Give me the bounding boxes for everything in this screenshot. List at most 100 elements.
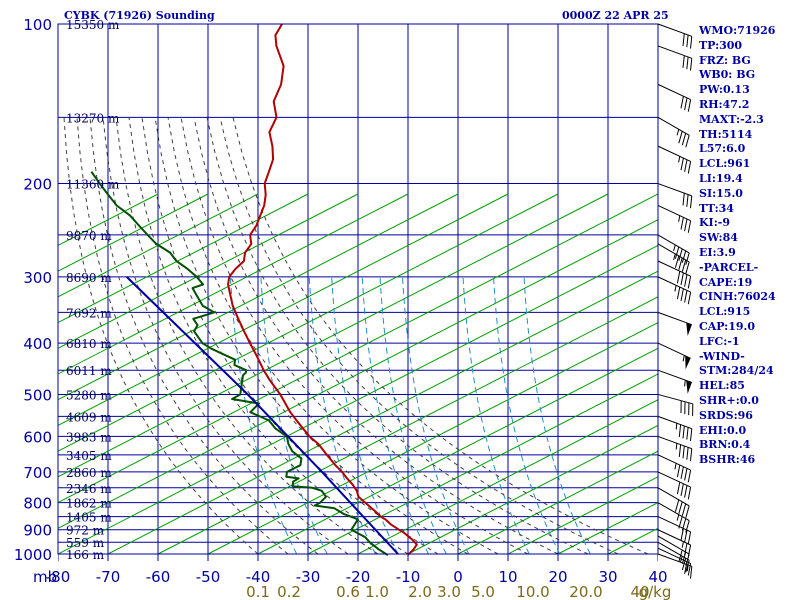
height-label: 3405 m bbox=[66, 449, 112, 463]
wind-barb-flag bbox=[684, 543, 688, 556]
wind-barb-flag bbox=[678, 424, 682, 437]
pressure-tick-label: 800 bbox=[23, 495, 52, 513]
wind-barb-flag bbox=[684, 290, 688, 303]
height-label: 7692 m bbox=[66, 306, 112, 320]
mixing-ratio-line bbox=[462, 276, 530, 555]
plot-border bbox=[57, 23, 659, 555]
wind-barb-staff bbox=[657, 83, 691, 101]
wind-barb-flag bbox=[687, 487, 692, 500]
height-label: 1862 m bbox=[66, 497, 112, 511]
pressure-tick-label: 500 bbox=[23, 387, 52, 405]
dry-adiabat-line bbox=[157, 296, 658, 555]
wind-barb-half-flag bbox=[676, 514, 680, 521]
wind-barb bbox=[657, 205, 692, 233]
wind-barb bbox=[657, 529, 692, 558]
wind-barb-flag bbox=[687, 220, 692, 233]
moist-adiabat-line bbox=[89, 117, 319, 555]
wind-barb-staff bbox=[657, 205, 691, 222]
index-line: LFC:-1 bbox=[699, 334, 740, 348]
dry-adiabat-line bbox=[58, 193, 309, 324]
wind-barb-flag bbox=[680, 272, 684, 286]
wind-barb bbox=[657, 83, 692, 112]
wind-barb-flag bbox=[685, 261, 690, 274]
dry-adiabat-line bbox=[58, 193, 559, 452]
moist-adiabat-line bbox=[115, 117, 379, 555]
dry-adiabat-line bbox=[407, 424, 658, 555]
wind-barb-flag bbox=[685, 505, 690, 518]
wind-barb-half-flag bbox=[674, 285, 677, 292]
index-line: PW:0.13 bbox=[699, 83, 750, 97]
height-label: 972 m bbox=[66, 524, 105, 538]
mixing-ratio-line bbox=[260, 276, 328, 555]
wind-barb bbox=[657, 471, 692, 500]
wind-barb-flag bbox=[676, 481, 681, 495]
wind-barb-flag bbox=[678, 516, 683, 529]
temperature-tick-label: 0 bbox=[453, 568, 463, 586]
index-line: TH:5114 bbox=[699, 127, 753, 141]
wind-barb-flag bbox=[682, 55, 685, 68]
wind-barb-flag bbox=[678, 444, 682, 457]
temperature-tick-label: -10 bbox=[396, 568, 421, 586]
wind-barb-staff bbox=[657, 145, 691, 162]
wind-barb-staff bbox=[657, 487, 690, 507]
height-label: 559 m bbox=[66, 536, 105, 550]
dry-adiabat-line bbox=[107, 270, 658, 555]
wind-barb-flag bbox=[687, 563, 692, 576]
wind-barb-staff bbox=[657, 435, 692, 450]
dry-adiabat-line bbox=[58, 193, 459, 401]
temperature-tick-label: -80 bbox=[46, 568, 71, 586]
wind-barb-pennant bbox=[686, 380, 692, 394]
temperature-tick-label: 40 bbox=[648, 568, 667, 586]
pressure-tick-label: 400 bbox=[23, 335, 52, 353]
wind-barb bbox=[657, 23, 693, 49]
temperature-labels: mb-80 -70 -60 -50 -40 -30 -20 -10 0 10 20 30 40 bbox=[33, 568, 668, 586]
dry-adiabat-line bbox=[58, 193, 359, 349]
stability-indices-list: WMO:71926 TP:300 FRZ: BG WB0: BG PW:0.13 RH:4… bbox=[699, 24, 799, 468]
temperature-tick-label: -60 bbox=[146, 568, 171, 586]
height-label: 4609 m bbox=[66, 410, 112, 424]
index-line: -WIND- bbox=[699, 349, 745, 363]
mixing-ratio-line bbox=[523, 276, 591, 555]
wind-barb-flag bbox=[686, 34, 689, 48]
dry-adiabat-line bbox=[257, 347, 658, 555]
wind-barb-flag bbox=[687, 276, 692, 289]
height-label: 2346 m bbox=[66, 482, 112, 496]
wind-barb bbox=[657, 243, 690, 274]
wind-barb-staff bbox=[657, 116, 690, 136]
height-label: 5280 m bbox=[66, 389, 112, 403]
mixing-ratio-line bbox=[229, 276, 298, 555]
mixing-ratio-tick-label: 0.6 bbox=[336, 583, 360, 600]
wind-barb bbox=[657, 260, 692, 289]
height-label: 6810 m bbox=[66, 337, 112, 351]
wind-barb-staff bbox=[657, 260, 691, 277]
grid-lines bbox=[58, 24, 658, 561]
wind-barb-flag bbox=[674, 499, 680, 512]
index-line: LI:19.4 bbox=[699, 171, 743, 185]
mixing-ratio-tick-label: 5.0 bbox=[471, 583, 495, 600]
wind-barb bbox=[657, 145, 692, 174]
wind-barb-flag bbox=[687, 161, 692, 174]
mixing-ratio-tick-label: 0.2 bbox=[277, 583, 301, 600]
wind-barb-flag bbox=[687, 99, 692, 112]
wind-barb-half-flag bbox=[675, 423, 678, 430]
index-line: STM:284/24 bbox=[699, 364, 774, 378]
wind-barb-flag bbox=[682, 445, 685, 459]
height-label: 1405 m bbox=[66, 511, 112, 525]
wind-barb-flag bbox=[690, 58, 693, 71]
pressure-tick-label: 600 bbox=[23, 428, 52, 446]
wind-barb-flag bbox=[676, 286, 681, 300]
pressure-tick-label: 1000 bbox=[14, 546, 52, 564]
wind-barb bbox=[657, 516, 692, 544]
wind-barb-staff bbox=[657, 415, 692, 430]
wind-barb-staff bbox=[657, 516, 691, 533]
wind-barb-flag bbox=[682, 193, 685, 206]
pressure-unit-label: mb bbox=[33, 568, 57, 586]
wind-barb bbox=[657, 454, 692, 483]
index-line: SHR+:0.0 bbox=[699, 393, 759, 407]
moist-adiabat-line bbox=[167, 117, 499, 555]
wind-barb-staff bbox=[657, 502, 690, 522]
wind-barb-flag bbox=[678, 501, 683, 514]
moist-adiabat-line bbox=[232, 117, 649, 555]
wind-barb-staff bbox=[657, 342, 691, 359]
wind-barb-flag bbox=[680, 288, 684, 301]
